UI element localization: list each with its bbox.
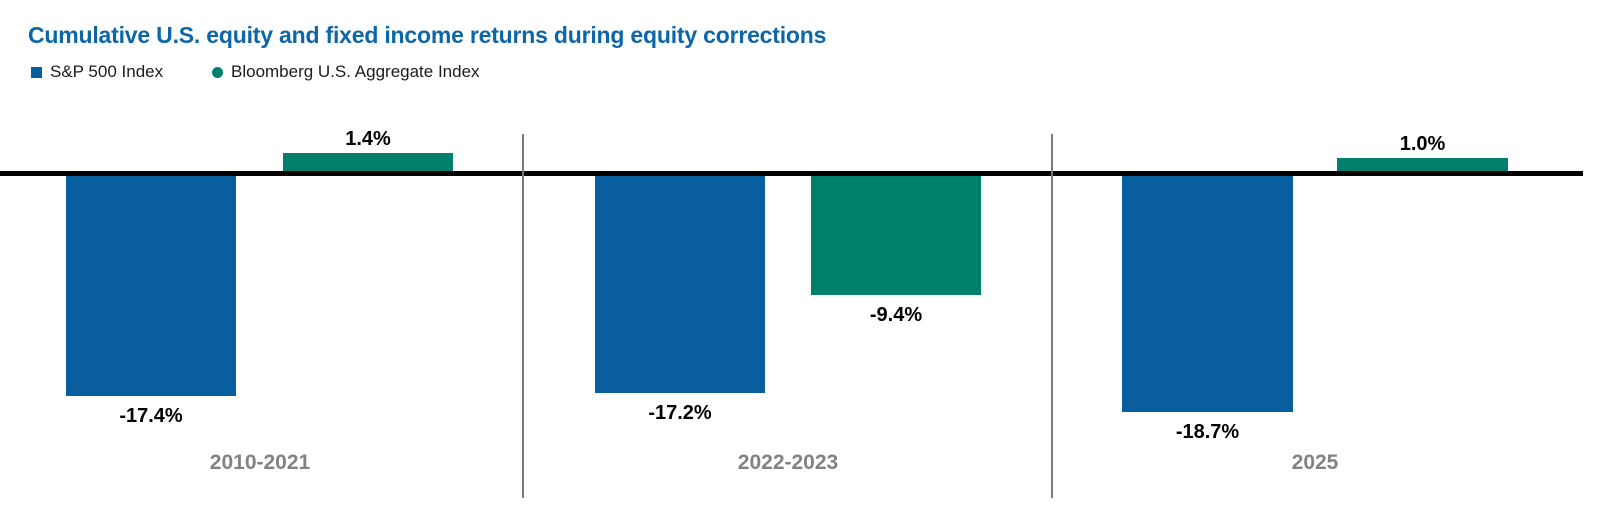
legend-marker-square-icon [31,66,42,78]
value-label-agg-2022-2023: -9.4% [869,304,923,326]
value-label-agg-2025: 1.0% [1399,133,1446,155]
value-label-sp500-2010-2021: -17.4% [119,405,183,427]
zero-axis-line [0,171,1583,176]
category-label-2010-2021: 2010-2021 [209,451,311,474]
bar-sp500-2022-2023 [595,176,765,393]
legend-label-sp500: S&P 500 Index [50,62,164,81]
legend-item-sp500: S&P 500 Index [31,61,163,83]
legend-item-agg: Bloomberg U.S. Aggregate Index [212,61,480,83]
category-label-2025: 2025 [1291,451,1339,474]
value-label-agg-2010-2021: 1.4% [345,128,391,150]
bar-sp500-2025 [1122,176,1293,412]
panel-divider-2 [1051,134,1053,498]
legend-label-agg: Bloomberg U.S. Aggregate Index [231,62,480,81]
panel-divider-1 [522,134,524,498]
value-label-sp500-2025: -18.7% [1175,421,1240,443]
bar-agg-2010-2021 [283,153,453,171]
legend-marker-circle-icon [212,66,223,78]
chart-title: Cumulative U.S. equity and fixed income … [28,22,827,48]
bar-agg-2022-2023 [811,176,981,295]
value-label-sp500-2022-2023: -17.2% [648,402,712,424]
bar-sp500-2010-2021 [66,176,236,396]
category-label-2022-2023: 2022-2023 [737,451,839,474]
bar-agg-2025 [1337,158,1508,171]
